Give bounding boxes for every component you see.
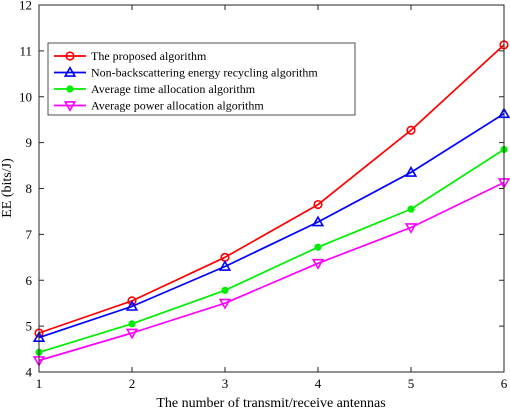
data-point <box>125 299 139 311</box>
legend-marker <box>66 85 74 93</box>
data-point <box>313 199 323 210</box>
data-point <box>218 298 232 310</box>
x-tick-label: 2 <box>129 376 136 391</box>
legend-label: Average time allocation algorithm <box>91 82 256 96</box>
y-tick-label: 9 <box>26 135 33 150</box>
x-tick-label: 5 <box>408 376 415 391</box>
series-average-time-allocation-algorithm <box>35 145 508 356</box>
plot-frame <box>38 4 505 373</box>
legend-label: Average power allocation algorithm <box>91 99 264 113</box>
legend-entry: Average time allocation algorithm <box>54 82 256 96</box>
y-tick-label: 10 <box>19 89 32 104</box>
series-line <box>38 181 505 362</box>
data-point <box>221 286 229 294</box>
legend-label: Non-backscattering energy recycling algo… <box>91 66 318 80</box>
series-average-power-allocation-algorithm <box>32 178 510 367</box>
data-point <box>311 258 325 270</box>
data-point <box>404 223 418 234</box>
y-tick-labels: 4 5 6 7 8 9 10 11 12 <box>19 0 33 380</box>
legend-marker <box>63 66 77 77</box>
series-line <box>38 112 505 339</box>
legend: The proposed algorithm Non-backscattering… <box>47 42 356 116</box>
data-point <box>125 328 139 340</box>
y-tick-label: 12 <box>19 0 32 13</box>
x-tick-label: 1 <box>36 376 43 391</box>
x-axis-title: The number of transmit/receive antennas <box>156 396 385 411</box>
y-tick-label: 6 <box>26 273 33 288</box>
y-tick-label: 4 <box>26 365 33 380</box>
series-line <box>38 44 505 334</box>
data-point <box>218 260 232 271</box>
legend-box <box>47 42 356 116</box>
series-line <box>38 148 505 354</box>
y-tick-label: 7 <box>26 227 33 242</box>
data-point <box>128 320 136 328</box>
series-layer <box>32 40 510 367</box>
legend-entry: Non-backscattering energy recycling algo… <box>54 66 318 80</box>
y-axis-title: EE (bits/J) <box>0 158 15 218</box>
legend-entry: The proposed algorithm <box>54 49 207 63</box>
legend-label: The proposed algorithm <box>91 49 207 63</box>
legend-entry: Average power allocation algorithm <box>54 99 264 113</box>
legend-marker <box>65 51 75 61</box>
data-point <box>311 215 325 227</box>
data-point <box>127 296 137 306</box>
data-point <box>404 166 418 177</box>
x-tick-label: 3 <box>222 376 229 391</box>
y-tick-label: 11 <box>19 43 32 58</box>
data-point <box>407 205 415 213</box>
data-point <box>406 125 416 135</box>
y-tick-label: 5 <box>26 319 33 334</box>
x-tick-labels: 1 2 3 4 5 6 <box>36 376 508 391</box>
x-tick-label: 4 <box>315 376 322 391</box>
x-tick-label: 6 <box>501 376 508 391</box>
series-non-backscattering-energy-recycling-algorithm <box>32 107 510 342</box>
y-tick-label: 8 <box>26 181 33 196</box>
data-point <box>314 243 322 251</box>
legend-marker <box>63 101 77 112</box>
